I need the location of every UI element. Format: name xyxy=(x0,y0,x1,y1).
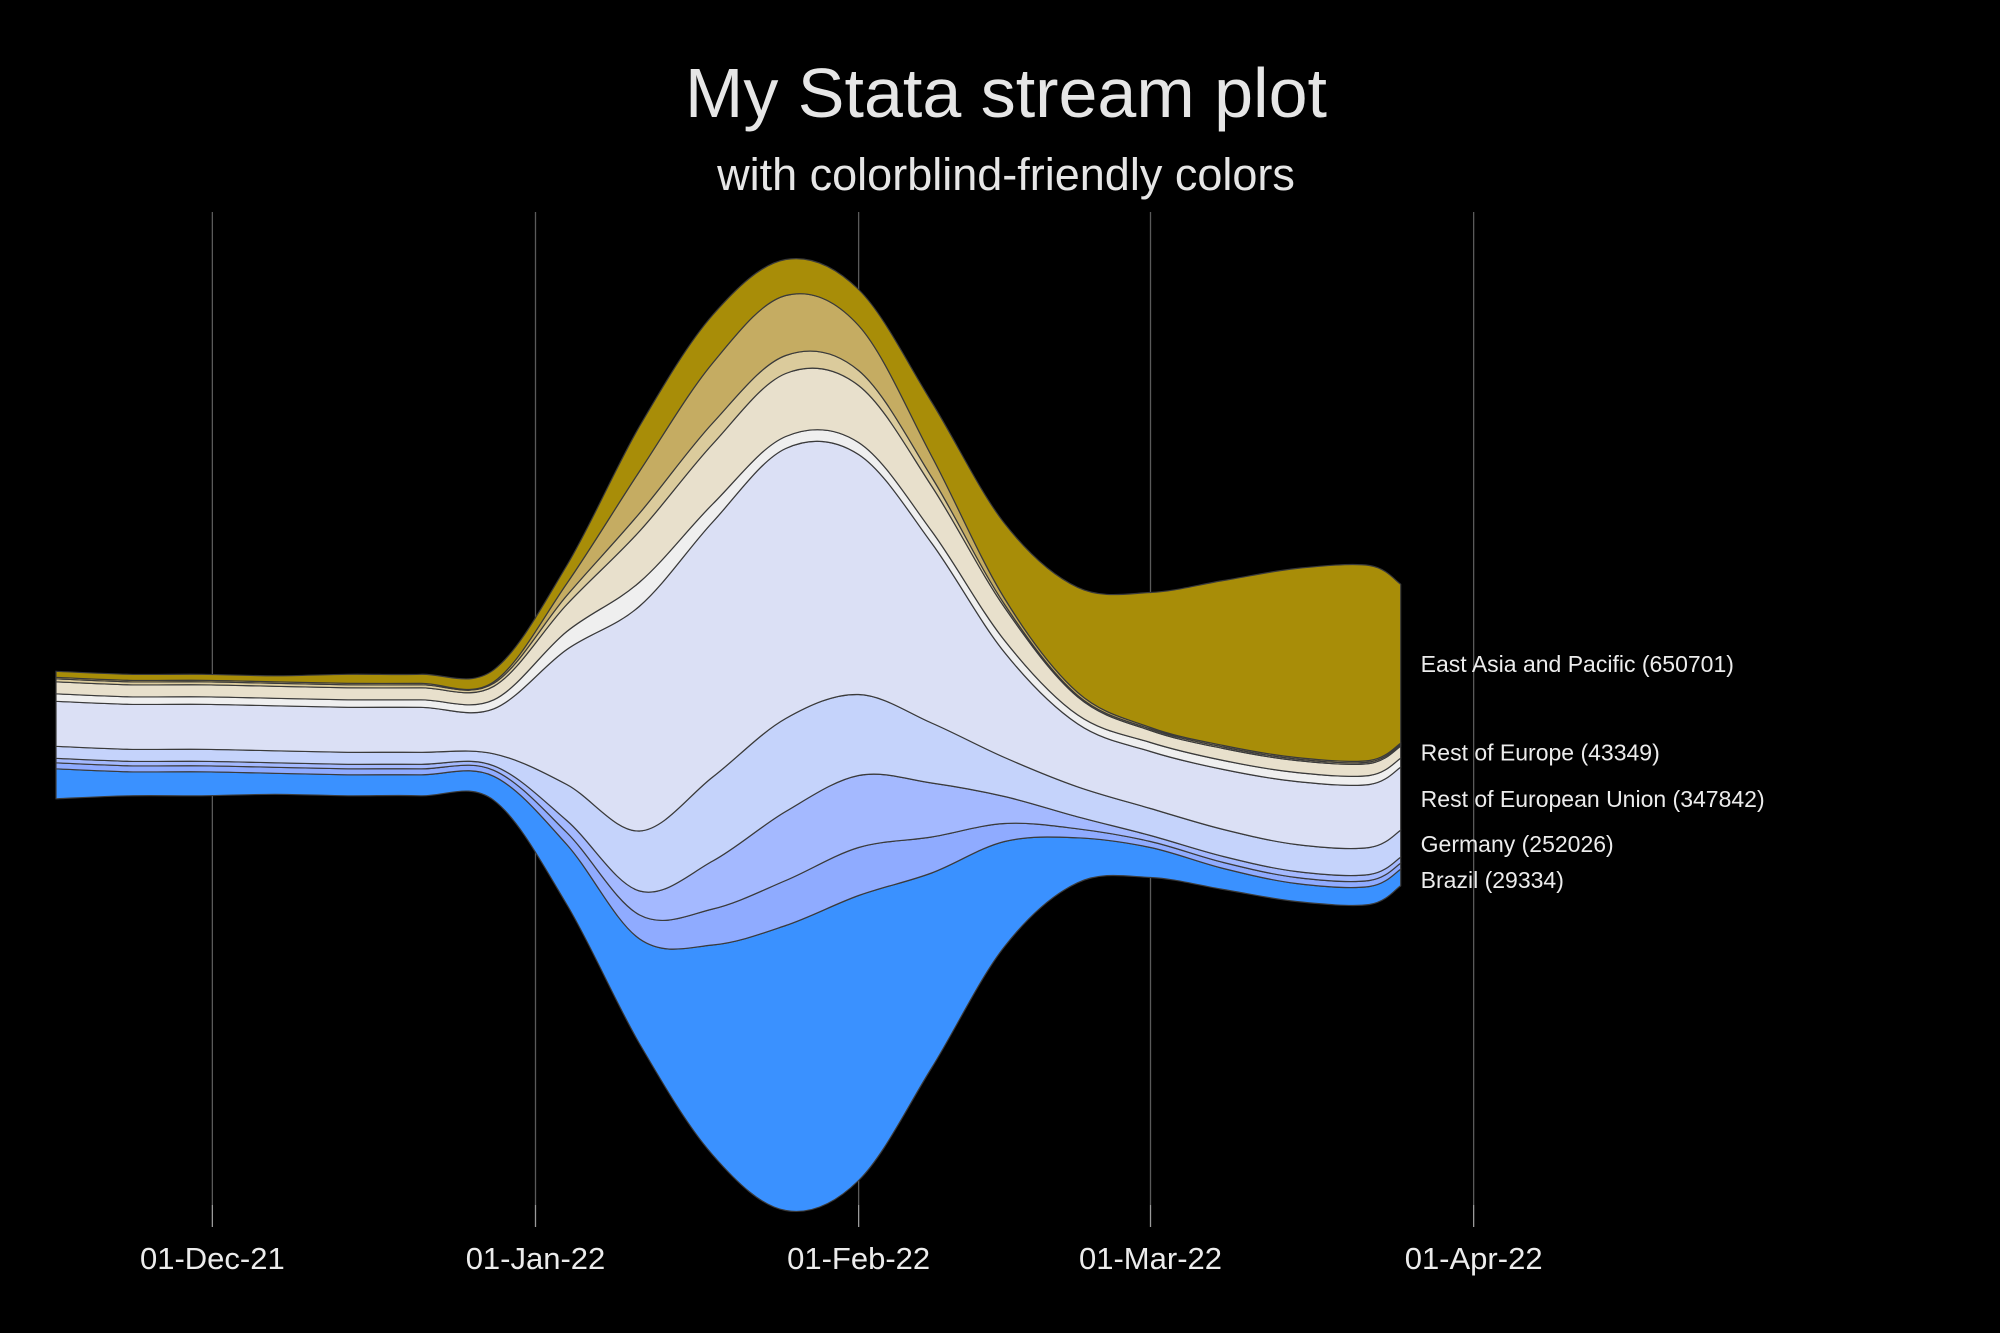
x-tick-label: 01-Jan-22 xyxy=(466,1241,606,1276)
series-label: Rest of European Union (347842) xyxy=(1421,786,1765,812)
stream-layers xyxy=(55,258,1402,1212)
legend: East Asia and Pacific (650701) Rest of Eu… xyxy=(1421,651,1765,893)
chart-subtitle: with colorblind-friendly colors xyxy=(716,149,1295,200)
x-axis: 01-Dec-21 01-Jan-22 01-Feb-22 01-Mar-22 01-A… xyxy=(140,1205,1543,1276)
x-tick-label: 01-Apr-22 xyxy=(1405,1241,1543,1276)
series-label: East Asia and Pacific (650701) xyxy=(1421,651,1734,677)
series-label: Brazil (29334) xyxy=(1421,867,1564,893)
stream-layer-9 xyxy=(55,258,1402,762)
series-label: Germany (252026) xyxy=(1421,831,1614,857)
x-tick-label: 01-Mar-22 xyxy=(1079,1241,1222,1276)
x-tick-label: 01-Feb-22 xyxy=(787,1241,930,1276)
chart-title: My Stata stream plot xyxy=(685,54,1327,132)
series-label: Rest of Europe (43349) xyxy=(1421,739,1660,765)
x-tick-label: 01-Dec-21 xyxy=(140,1241,285,1276)
